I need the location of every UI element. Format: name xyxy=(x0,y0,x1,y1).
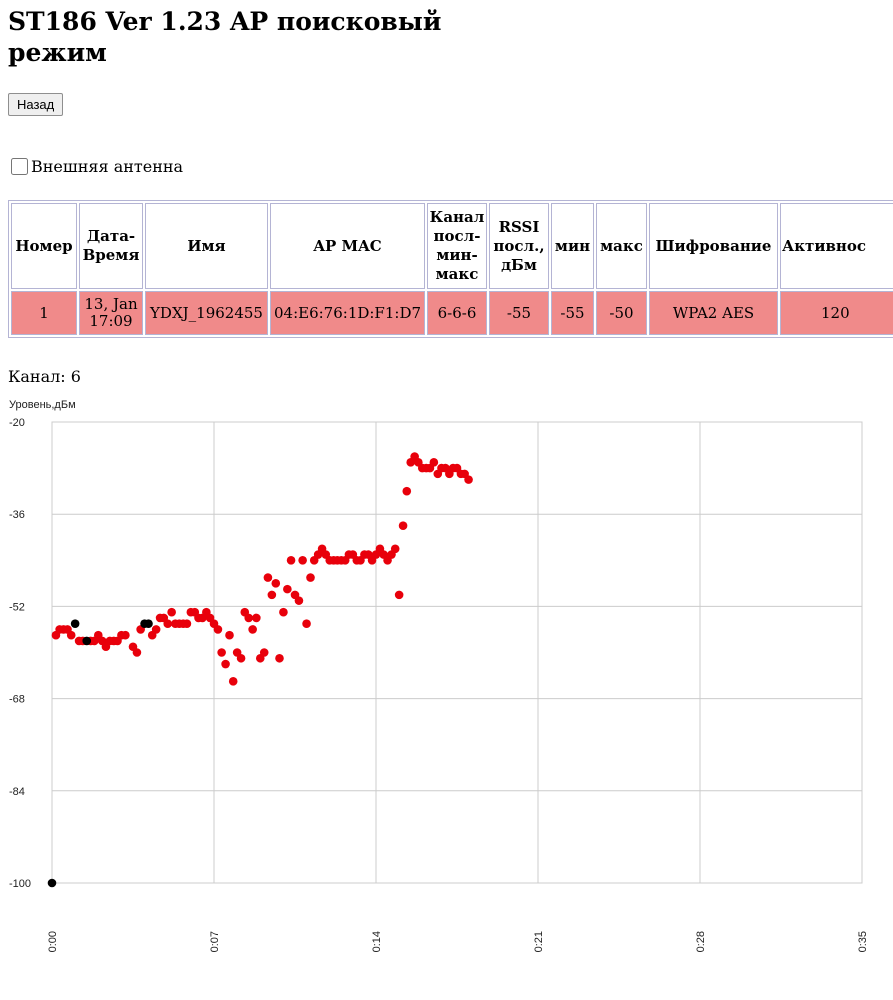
data-point xyxy=(244,613,254,623)
back-button[interactable]: Назад xyxy=(8,93,64,116)
col-header-datetime: Дата-Время xyxy=(79,203,143,289)
data-point xyxy=(213,625,223,634)
data-point xyxy=(132,648,142,657)
table-header-row: Номер Дата-Время Имя AP MAC Канал посл-м… xyxy=(11,203,893,289)
data-point xyxy=(144,619,153,628)
data-point xyxy=(221,659,230,669)
cell-rssi: -55 xyxy=(489,291,549,335)
y-tick-label: -68 xyxy=(9,694,25,706)
external-antenna-toggle[interactable]: Внешняя антенна xyxy=(11,157,183,176)
data-point xyxy=(402,486,412,496)
y-tick-label: -20 xyxy=(9,417,25,429)
data-point xyxy=(263,573,273,582)
data-point xyxy=(398,521,408,531)
x-tick-label: 0:21 xyxy=(533,931,545,952)
x-tick-label: 0:35 xyxy=(857,931,869,952)
data-point xyxy=(252,613,261,623)
data-point xyxy=(464,475,473,484)
cell-datetime: 13, Jan 17:09 xyxy=(79,291,143,335)
data-point xyxy=(228,677,238,686)
col-header-number: Номер xyxy=(11,203,77,289)
data-point xyxy=(225,630,234,640)
rssi-chart: -20 -36 -52 -68 -84 -100 0:00 0:07 0:14 0:21 0:28 0… xyxy=(9,399,869,952)
cell-name: YDXJ_1962455 xyxy=(145,291,268,335)
data-point xyxy=(151,625,161,634)
data-point xyxy=(283,584,292,594)
x-tick-label: 0:14 xyxy=(371,931,383,952)
y-tick-label: -100 xyxy=(9,878,31,890)
ap-table: Номер Дата-Время Имя AP MAC Канал посл-м… xyxy=(8,200,893,338)
data-point xyxy=(217,648,226,657)
data-point xyxy=(275,653,284,663)
data-point xyxy=(70,619,80,628)
cell-channel: 6-6-6 xyxy=(427,291,487,335)
cell-mac: 04:E6:76:1D:F1:D7 xyxy=(270,291,425,335)
data-point xyxy=(294,596,304,605)
cell-min: -55 xyxy=(551,291,594,335)
data-point xyxy=(248,625,257,634)
col-header-activity: Активнос xyxy=(780,203,893,289)
data-point xyxy=(121,630,130,640)
data-point xyxy=(286,556,296,565)
ap-table-container: Номер Дата-Время Имя AP MAC Канал посл-м… xyxy=(8,200,893,338)
col-header-rssi: RSSI посл., дБм xyxy=(489,203,549,289)
x-tick-label: 0:28 xyxy=(695,931,707,952)
y-axis-title: Уровень,дБм xyxy=(9,399,76,411)
plot-frame xyxy=(51,421,863,884)
data-point xyxy=(66,630,76,640)
data-point xyxy=(236,653,246,663)
data-point xyxy=(302,619,311,628)
y-tick-label: -84 xyxy=(9,786,25,798)
data-point xyxy=(394,590,404,600)
data-point xyxy=(259,648,269,657)
data-point xyxy=(429,458,439,467)
cell-encryption: WPA2 AES xyxy=(649,291,778,335)
col-header-encryption: Шифрование xyxy=(649,203,778,289)
col-header-max: макс xyxy=(596,203,647,289)
data-point xyxy=(47,878,57,888)
data-point xyxy=(163,619,173,628)
col-header-name: Имя xyxy=(145,203,268,289)
data-point xyxy=(298,556,307,565)
data-point xyxy=(306,573,315,582)
cell-max: -50 xyxy=(596,291,647,335)
x-tick-label: 0:07 xyxy=(209,931,221,952)
data-point xyxy=(390,544,400,554)
data-point xyxy=(82,636,92,646)
col-header-min: мин xyxy=(551,203,594,289)
external-antenna-label: Внешняя антенна xyxy=(31,157,184,176)
data-point xyxy=(267,590,277,600)
external-antenna-checkbox[interactable] xyxy=(11,158,28,175)
col-header-channel: Канал посл-мин-макс xyxy=(427,203,487,289)
data-point xyxy=(167,607,176,617)
data-point xyxy=(279,607,288,617)
page-title: ST186 Ver 1.23 AP поисковый режим xyxy=(8,7,442,67)
table-row[interactable]: 1 13, Jan 17:09 YDXJ_1962455 04:E6:76:1D… xyxy=(11,291,893,335)
y-tick-label: -52 xyxy=(9,601,25,613)
col-header-mac: AP MAC xyxy=(270,203,425,289)
x-tick-label: 0:00 xyxy=(47,931,59,952)
channel-label: Канал: 6 xyxy=(8,367,81,386)
cell-number: 1 xyxy=(11,291,77,335)
y-tick-label: -36 xyxy=(9,509,25,521)
data-point xyxy=(271,579,281,588)
cell-activity: 120 xyxy=(780,291,893,335)
data-point xyxy=(182,619,192,628)
